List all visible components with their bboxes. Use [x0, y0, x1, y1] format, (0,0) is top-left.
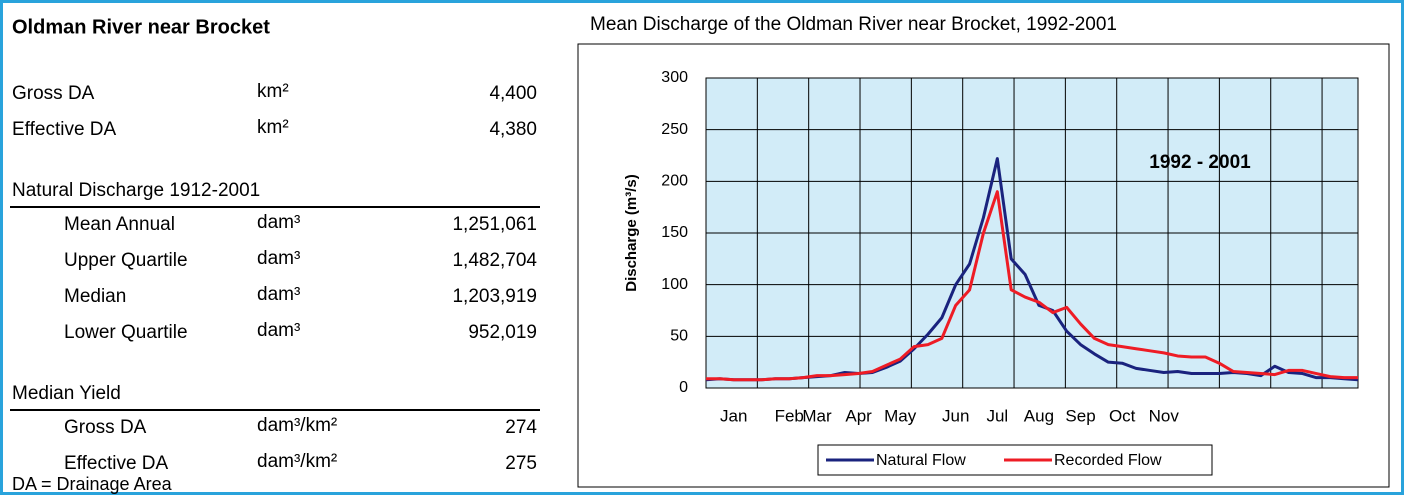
y-tick-label: 300 — [661, 69, 688, 86]
row-unit: dam³/km² — [257, 415, 337, 436]
row-unit: km² — [257, 117, 289, 138]
y-tick-label: 100 — [661, 276, 688, 293]
x-tick-label: Jan — [720, 406, 747, 425]
x-tick-label: Apr — [845, 406, 872, 425]
y-tick-label: 50 — [670, 328, 688, 345]
y-tick-label: 200 — [661, 173, 688, 190]
x-tick-label: Oct — [1109, 406, 1136, 425]
annotation: 1992 - 2001 — [1149, 152, 1251, 173]
row-value: 275 — [505, 453, 537, 474]
legend-label: Natural Flow — [876, 452, 966, 469]
y-tick-label: 0 — [679, 379, 688, 396]
row-value: 274 — [505, 417, 537, 438]
row-label: Effective DA — [64, 453, 169, 474]
row-value: 1,251,061 — [452, 214, 537, 235]
section-heading: Median Yield — [12, 383, 121, 404]
row-label: Upper Quartile — [64, 250, 188, 271]
row-unit: dam³ — [257, 212, 300, 233]
row-label: Gross DA — [64, 417, 147, 438]
legend-label: Recorded Flow — [1054, 452, 1162, 469]
row-unit: dam³ — [257, 248, 300, 269]
footnote: DA = Drainage Area — [12, 474, 173, 494]
row-label: Mean Annual — [64, 214, 175, 235]
section-heading: Natural Discharge 1912-2001 — [12, 180, 260, 201]
row-value: 1,203,919 — [452, 286, 537, 307]
x-tick-label: Sep — [1065, 406, 1095, 425]
chart-title: Mean Discharge of the Oldman River near … — [590, 14, 1117, 35]
y-tick-label: 150 — [661, 224, 688, 241]
plot-border — [705, 77, 1359, 389]
row-unit: dam³ — [257, 320, 300, 341]
row-value: 952,019 — [468, 322, 537, 343]
row-value: 1,482,704 — [452, 250, 537, 271]
x-tick-label: Nov — [1149, 406, 1180, 425]
x-tick-label: Feb — [775, 406, 804, 425]
y-tick-label: 250 — [661, 121, 688, 138]
row-unit: dam³/km² — [257, 451, 337, 472]
row-value: 4,380 — [489, 119, 537, 140]
row-label: Lower Quartile — [64, 322, 188, 343]
series-line — [706, 190, 1358, 382]
row-label: Gross DA — [12, 83, 95, 104]
x-tick-label: Jun — [942, 406, 969, 425]
row-value: 4,400 — [489, 83, 537, 104]
x-tick-label: Jul — [986, 406, 1008, 425]
x-tick-label: Mar — [802, 406, 832, 425]
legend-box — [817, 444, 1213, 476]
x-tick-label: Aug — [1024, 406, 1054, 425]
y-axis-title: Discharge (m³/s) — [623, 174, 640, 292]
x-tick-label: May — [884, 406, 917, 425]
table-title: Oldman River near Brocket — [12, 16, 270, 38]
row-label: Effective DA — [12, 119, 117, 140]
row-label: Median — [64, 286, 126, 307]
row-unit: dam³ — [257, 284, 300, 305]
row-unit: km² — [257, 81, 289, 102]
